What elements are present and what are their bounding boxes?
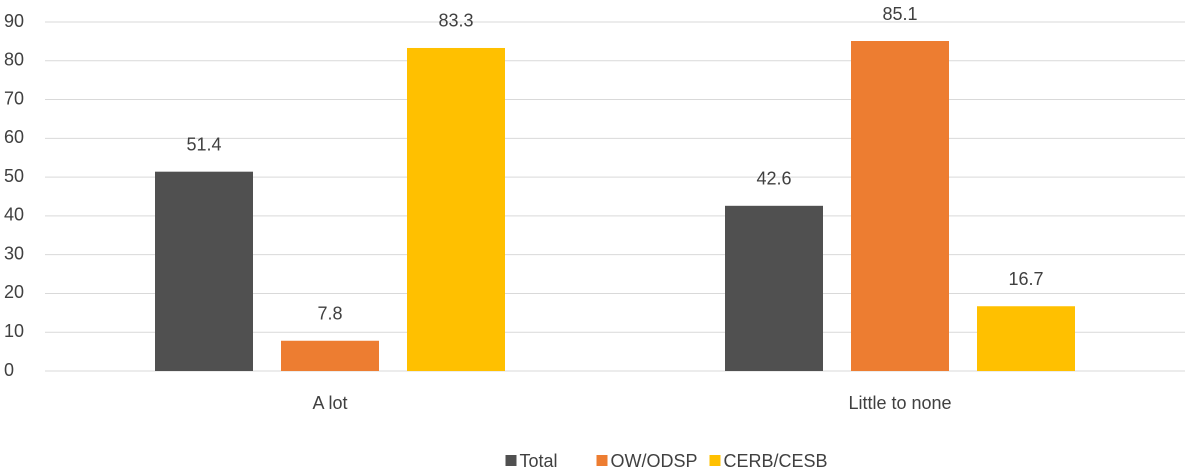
x-tick-label: Little to none bbox=[848, 393, 951, 413]
bar bbox=[281, 340, 379, 371]
data-label: 42.6 bbox=[756, 169, 791, 189]
x-tick-label: A lot bbox=[312, 393, 347, 413]
data-label: 83.3 bbox=[438, 11, 473, 31]
legend-label: OW/ODSP bbox=[611, 451, 698, 471]
bar bbox=[155, 171, 253, 371]
y-tick-label: 10 bbox=[4, 321, 24, 341]
y-tick-label: 0 bbox=[4, 360, 14, 380]
y-tick-label: 20 bbox=[4, 282, 24, 302]
y-tick-label: 40 bbox=[4, 205, 24, 225]
legend-swatch bbox=[505, 455, 517, 466]
y-tick-label: 50 bbox=[4, 166, 24, 186]
y-tick-label: 90 bbox=[4, 11, 24, 31]
data-label: 7.8 bbox=[317, 304, 342, 324]
data-label: 16.7 bbox=[1008, 269, 1043, 289]
bar bbox=[977, 306, 1075, 371]
bar bbox=[851, 41, 949, 372]
data-label: 85.1 bbox=[882, 4, 917, 24]
bar bbox=[725, 205, 823, 371]
legend-swatch bbox=[596, 455, 608, 466]
legend-label: CERB/CESB bbox=[724, 451, 828, 471]
y-tick-label: 30 bbox=[4, 243, 24, 263]
y-tick-label: 60 bbox=[4, 127, 24, 147]
legend-label: Total bbox=[520, 451, 558, 471]
y-tick-label: 80 bbox=[4, 50, 24, 70]
data-label: 51.4 bbox=[186, 134, 221, 154]
y-tick-label: 70 bbox=[4, 88, 24, 108]
bar bbox=[407, 47, 505, 371]
legend-swatch bbox=[709, 455, 721, 466]
